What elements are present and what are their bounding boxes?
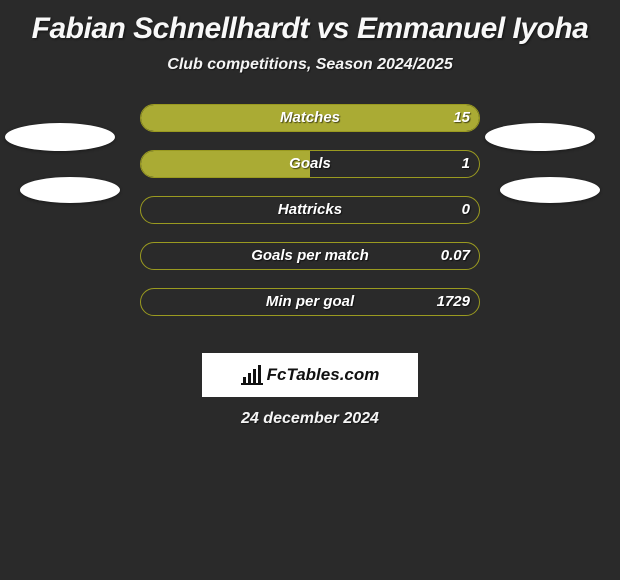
stat-bar-track [140,242,480,270]
stats-list: Matches15Goals1Hattricks0Goals per match… [0,104,620,334]
stat-row: Hattricks0 [0,196,620,242]
vs-separator: vs [317,12,349,45]
stat-row: Goals per match0.07 [0,242,620,288]
brand-badge[interactable]: FcTables.com [202,353,418,397]
stat-row: Matches15 [0,104,620,150]
comparison-widget: Fabian Schnellhardt vs Emmanuel Iyoha Cl… [0,0,620,580]
stat-bar-track [140,150,480,178]
brand-name: FcTables.com [267,365,380,385]
stat-row: Min per goal1729 [0,288,620,334]
date-text: 24 december 2024 [0,410,620,428]
stat-bar-track [140,196,480,224]
player-a-name: Fabian Schnellhardt [32,12,309,45]
chart-icon [241,365,263,385]
stat-bar-track [140,288,480,316]
stat-bar-fill-left [141,105,479,131]
player-b-name: Emmanuel Iyoha [357,12,588,45]
stat-row: Goals1 [0,150,620,196]
page-title: Fabian Schnellhardt vs Emmanuel Iyoha [0,8,620,52]
subtitle: Club competitions, Season 2024/2025 [0,56,620,74]
stat-bar-track [140,104,480,132]
stat-bar-fill-left [141,151,310,177]
